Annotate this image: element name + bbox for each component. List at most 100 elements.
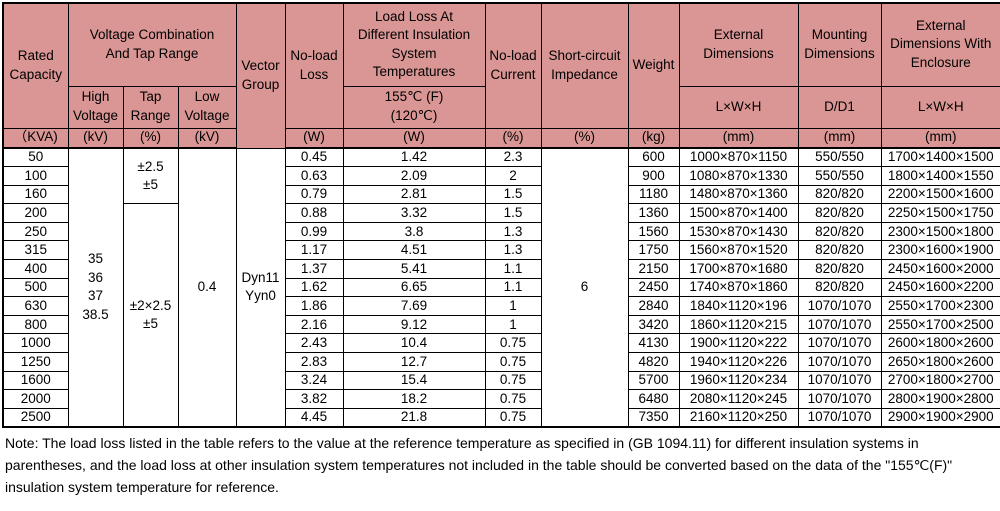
cell-capacity: 200 — [2, 203, 69, 223]
cell-enclosure-dimensions: 2550×1700×2300 — [880, 296, 1000, 316]
cell-external-dimensions: 1500×870×1400 — [678, 203, 799, 223]
cell-noload-current: 0.75 — [484, 407, 542, 428]
cell-external-dimensions: 1940×1120×226 — [678, 352, 799, 372]
cell-noload-current: 0.75 — [484, 370, 542, 391]
cell-load-loss: 9.12 — [342, 314, 486, 335]
table-body: 50 35 36 37 38.5 ±2.5 ±5 0.4 Dyn11 Yyn0 … — [2, 147, 1000, 428]
cell-noload-loss: 4.45 — [284, 407, 344, 428]
cell-noload-loss: 2.83 — [284, 352, 344, 372]
cell-noload-current: 1 — [484, 296, 542, 316]
cell-load-loss: 3.8 — [342, 221, 486, 242]
cell-weight: 1560 — [627, 221, 680, 242]
cell-enclosure-dimensions: 2250×1500×1750 — [880, 203, 1000, 223]
cell-noload-loss: 3.24 — [284, 370, 344, 391]
cell-noload-current: 1.5 — [484, 203, 542, 223]
cell-low-voltage: 0.4 — [177, 147, 237, 428]
cell-vector-group: Dyn11 Yyn0 — [235, 147, 286, 428]
cell-noload-loss: 0.99 — [284, 221, 344, 242]
cell-noload-current: 1.1 — [484, 259, 542, 279]
table-row: 50 35 36 37 38.5 ±2.5 ±5 0.4 Dyn11 Yyn0 … — [2, 147, 1000, 428]
header-mounting-dimensions: Mounting Dimensions — [797, 2, 882, 87]
cell-capacity: 2000 — [2, 389, 69, 409]
cell-noload-loss: 3.82 — [284, 389, 344, 409]
cell-weight: 1750 — [627, 240, 680, 261]
table-row: 315 1.17 4.51 1.3 1750 1560×870×1520 820… — [2, 240, 1000, 261]
cell-noload-current: 0.75 — [484, 352, 542, 372]
subheader-high-voltage: High Voltage — [67, 85, 124, 129]
cell-tap-range-a: ±2.5 ±5 — [122, 147, 179, 205]
cell-weight: 7350 — [627, 407, 680, 428]
cell-mounting-dimensions: 1070/1070 — [797, 314, 882, 335]
unit-high-voltage: (kV) — [67, 127, 124, 149]
table-row: 160 0.79 2.81 1.5 1180 1480×870×1360 820… — [2, 184, 1000, 205]
cell-capacity: 250 — [2, 221, 69, 242]
header-short-circuit-impedance: Short-circuit Impedance — [540, 2, 629, 129]
cell-enclosure-dimensions: 2650×1800×2600 — [880, 352, 1000, 372]
cell-load-loss: 3.32 — [342, 203, 486, 223]
subheader-enclosure-lwh: L×W×H — [880, 85, 1000, 129]
cell-mounting-dimensions: 820/820 — [797, 184, 882, 205]
cell-capacity: 1250 — [2, 352, 69, 372]
cell-external-dimensions: 1840×1120×196 — [678, 296, 799, 316]
cell-external-dimensions: 1960×1120×234 — [678, 370, 799, 391]
cell-enclosure-dimensions: 1700×1400×1500 — [880, 147, 1000, 168]
table-row: 250 0.99 3.8 1.3 1560 1530×870×1430 820/… — [2, 221, 1000, 242]
header-voltage-combination: Voltage Combination And Tap Range — [67, 2, 237, 87]
subheader-mounting-dd1: D/D1 — [797, 85, 882, 129]
cell-capacity: 400 — [2, 259, 69, 279]
cell-weight: 2450 — [627, 277, 680, 298]
cell-load-loss: 10.4 — [342, 333, 486, 354]
header-rated-capacity: Rated Capacity — [2, 2, 69, 129]
cell-load-loss: 15.4 — [342, 370, 486, 391]
cell-noload-loss: 1.62 — [284, 277, 344, 298]
header-noload-current: No-load Current — [484, 2, 542, 129]
cell-noload-current: 1.5 — [484, 184, 542, 205]
cell-tap-range-b: ±2×2.5 ±5 — [122, 203, 179, 428]
cell-capacity: 630 — [2, 296, 69, 316]
cell-external-dimensions: 1530×870×1430 — [678, 221, 799, 242]
table-row: 400 1.37 5.41 1.1 2150 1700×870×1680 820… — [2, 259, 1000, 279]
cell-enclosure-dimensions: 2450×1600×2000 — [880, 259, 1000, 279]
cell-mounting-dimensions: 820/820 — [797, 277, 882, 298]
cell-noload-loss: 1.17 — [284, 240, 344, 261]
cell-external-dimensions: 2160×1120×250 — [678, 407, 799, 428]
cell-weight: 5700 — [627, 370, 680, 391]
cell-noload-loss: 0.88 — [284, 203, 344, 223]
cell-weight: 600 — [627, 147, 680, 168]
cell-load-loss: 6.65 — [342, 277, 486, 298]
cell-noload-loss: 0.45 — [284, 147, 344, 168]
cell-capacity: 315 — [2, 240, 69, 261]
table-row: 200 ±2×2.5 ±5 0.88 3.32 1.5 1360 1500×87… — [2, 203, 1000, 428]
cell-enclosure-dimensions: 2300×1600×1900 — [880, 240, 1000, 261]
subheader-load-loss-temperature: 155℃ (F) (120℃) — [342, 85, 486, 129]
subheader-tap-range: Tap Range — [122, 85, 179, 129]
unit-low-voltage: (kV) — [177, 127, 237, 149]
subheader-low-voltage: Low Voltage — [177, 85, 237, 129]
unit-enclosure-dimensions: (mm) — [880, 127, 1000, 149]
cell-enclosure-dimensions: 2700×1800×2700 — [880, 370, 1000, 391]
subheader-external-lwh: L×W×H — [678, 85, 799, 129]
cell-external-dimensions: 1740×870×1860 — [678, 277, 799, 298]
header-load-loss: Load Loss At Different Insulation System… — [342, 2, 486, 87]
cell-enclosure-dimensions: 1800×1400×1550 — [880, 166, 1000, 186]
cell-load-loss: 21.8 — [342, 407, 486, 428]
header-noload-loss: No-load Loss — [284, 2, 344, 129]
cell-capacity: 160 — [2, 184, 69, 205]
cell-mounting-dimensions: 820/820 — [797, 240, 882, 261]
spec-sheet: Rated Capacity Voltage Combination And T… — [2, 2, 1000, 495]
cell-external-dimensions: 1900×1120×222 — [678, 333, 799, 354]
table-row: 2500 4.45 21.8 0.75 7350 2160×1120×250 1… — [2, 407, 1000, 428]
cell-external-dimensions: 1000×870×1150 — [678, 147, 799, 168]
unit-noload-loss: (W) — [284, 127, 344, 149]
table-row: 2000 3.82 18.2 0.75 6480 2080×1120×245 1… — [2, 389, 1000, 409]
cell-load-loss: 1.42 — [342, 147, 486, 168]
table-row: 1250 2.83 12.7 0.75 4820 1940×1120×226 1… — [2, 352, 1000, 372]
cell-short-circuit-impedance: 6 — [540, 147, 629, 428]
cell-enclosure-dimensions: 2800×1900×2800 — [880, 389, 1000, 409]
cell-high-voltage: 35 36 37 38.5 — [67, 147, 124, 428]
cell-noload-current: 1.1 — [484, 277, 542, 298]
cell-load-loss: 2.09 — [342, 166, 486, 186]
cell-mounting-dimensions: 820/820 — [797, 203, 882, 223]
table-header: Rated Capacity Voltage Combination And T… — [2, 2, 1000, 149]
table-note: Note: The load loss listed in the table … — [5, 434, 953, 495]
